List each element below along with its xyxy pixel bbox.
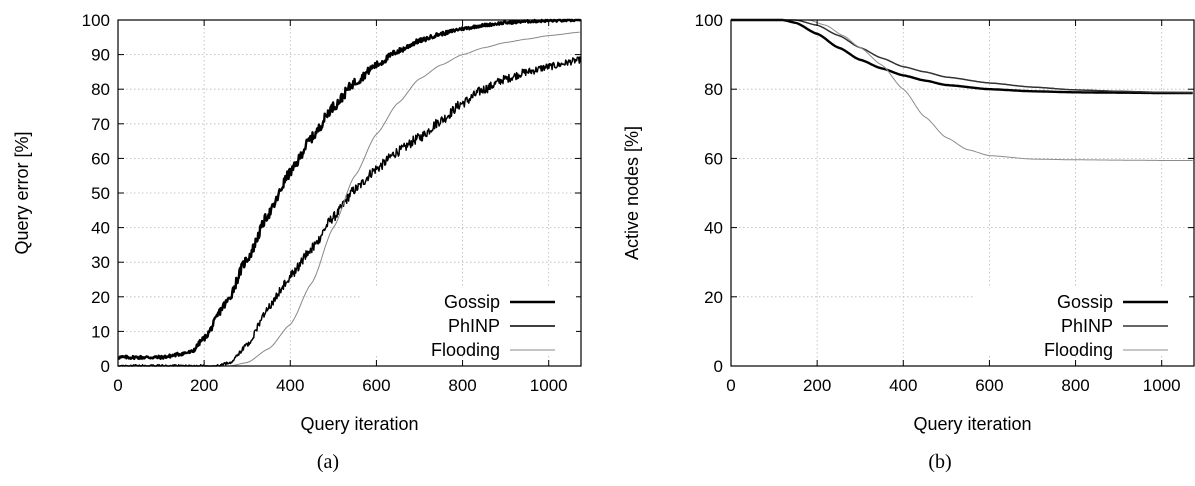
x-tick-label: 200 <box>803 376 831 395</box>
y-tick-label: 90 <box>91 46 110 65</box>
x-axis-label: Query iteration <box>913 414 1031 434</box>
x-tick-label: 0 <box>113 376 122 395</box>
legend-label-gossip: Gossip <box>1057 292 1113 312</box>
y-tick-label: 50 <box>91 184 110 203</box>
x-tick-label: 200 <box>190 376 218 395</box>
legend-background <box>973 288 1189 356</box>
series-line-gossip <box>117 18 582 361</box>
y-tick-label: 30 <box>91 253 110 272</box>
y-tick-label: 80 <box>91 80 110 99</box>
series-line-flooding <box>731 19 1193 161</box>
y-tick-label: 60 <box>91 149 110 168</box>
y-tick-label: 40 <box>704 219 723 238</box>
x-tick-label: 1000 <box>1143 376 1181 395</box>
series-line-phinp <box>731 19 1193 94</box>
legend-label-flooding: Flooding <box>1044 340 1113 360</box>
legend: Gossip PhINP Flooding <box>360 288 576 360</box>
chart-caption: (a) <box>317 451 339 473</box>
plot-frame <box>730 19 1195 367</box>
legend: Gossip PhINP Flooding <box>973 288 1189 360</box>
y-tick-label: 20 <box>704 288 723 307</box>
y-axis-label: Query error [%] <box>12 131 32 254</box>
y-tick-label: 100 <box>695 11 723 30</box>
legend-label-phinp: PhINP <box>448 316 500 336</box>
y-tick-label: 10 <box>91 322 110 341</box>
x-tick-label: 600 <box>362 376 390 395</box>
x-tick-label: 0 <box>726 376 735 395</box>
chart-a: 0 200 400 600 800 1000 0 10 20 30 40 50 60 70 80 90 100 Q… <box>12 11 582 473</box>
x-tick-label: 400 <box>276 376 304 395</box>
y-axis-label: Active nodes [%] <box>622 126 642 260</box>
chart-caption: (b) <box>928 451 951 473</box>
x-tick-label: 400 <box>889 376 917 395</box>
x-tick-label: 1000 <box>530 376 568 395</box>
y-tick-label: 70 <box>91 115 110 134</box>
legend-label-phinp: PhINP <box>1061 316 1113 336</box>
legend-background <box>360 288 576 356</box>
y-tick-label: 60 <box>704 149 723 168</box>
legend-label-gossip: Gossip <box>444 292 500 312</box>
x-tick-label: 600 <box>975 376 1003 395</box>
y-tick-label: 20 <box>91 288 110 307</box>
chart-b: 0 200 400 600 800 1000 0 20 40 60 80 100 Query itera… <box>622 11 1195 473</box>
x-tick-label: 800 <box>1061 376 1089 395</box>
x-axis-label: Query iteration <box>300 414 418 434</box>
y-tick-label: 40 <box>91 219 110 238</box>
grid <box>118 20 581 366</box>
y-tick-label: 80 <box>704 80 723 99</box>
y-tick-label: 0 <box>101 357 110 376</box>
y-tick-label: 100 <box>82 11 110 30</box>
legend-label-flooding: Flooding <box>431 340 500 360</box>
x-tick-label: 800 <box>448 376 476 395</box>
series-line-gossip <box>731 18 1193 95</box>
y-tick-label: 0 <box>714 357 723 376</box>
